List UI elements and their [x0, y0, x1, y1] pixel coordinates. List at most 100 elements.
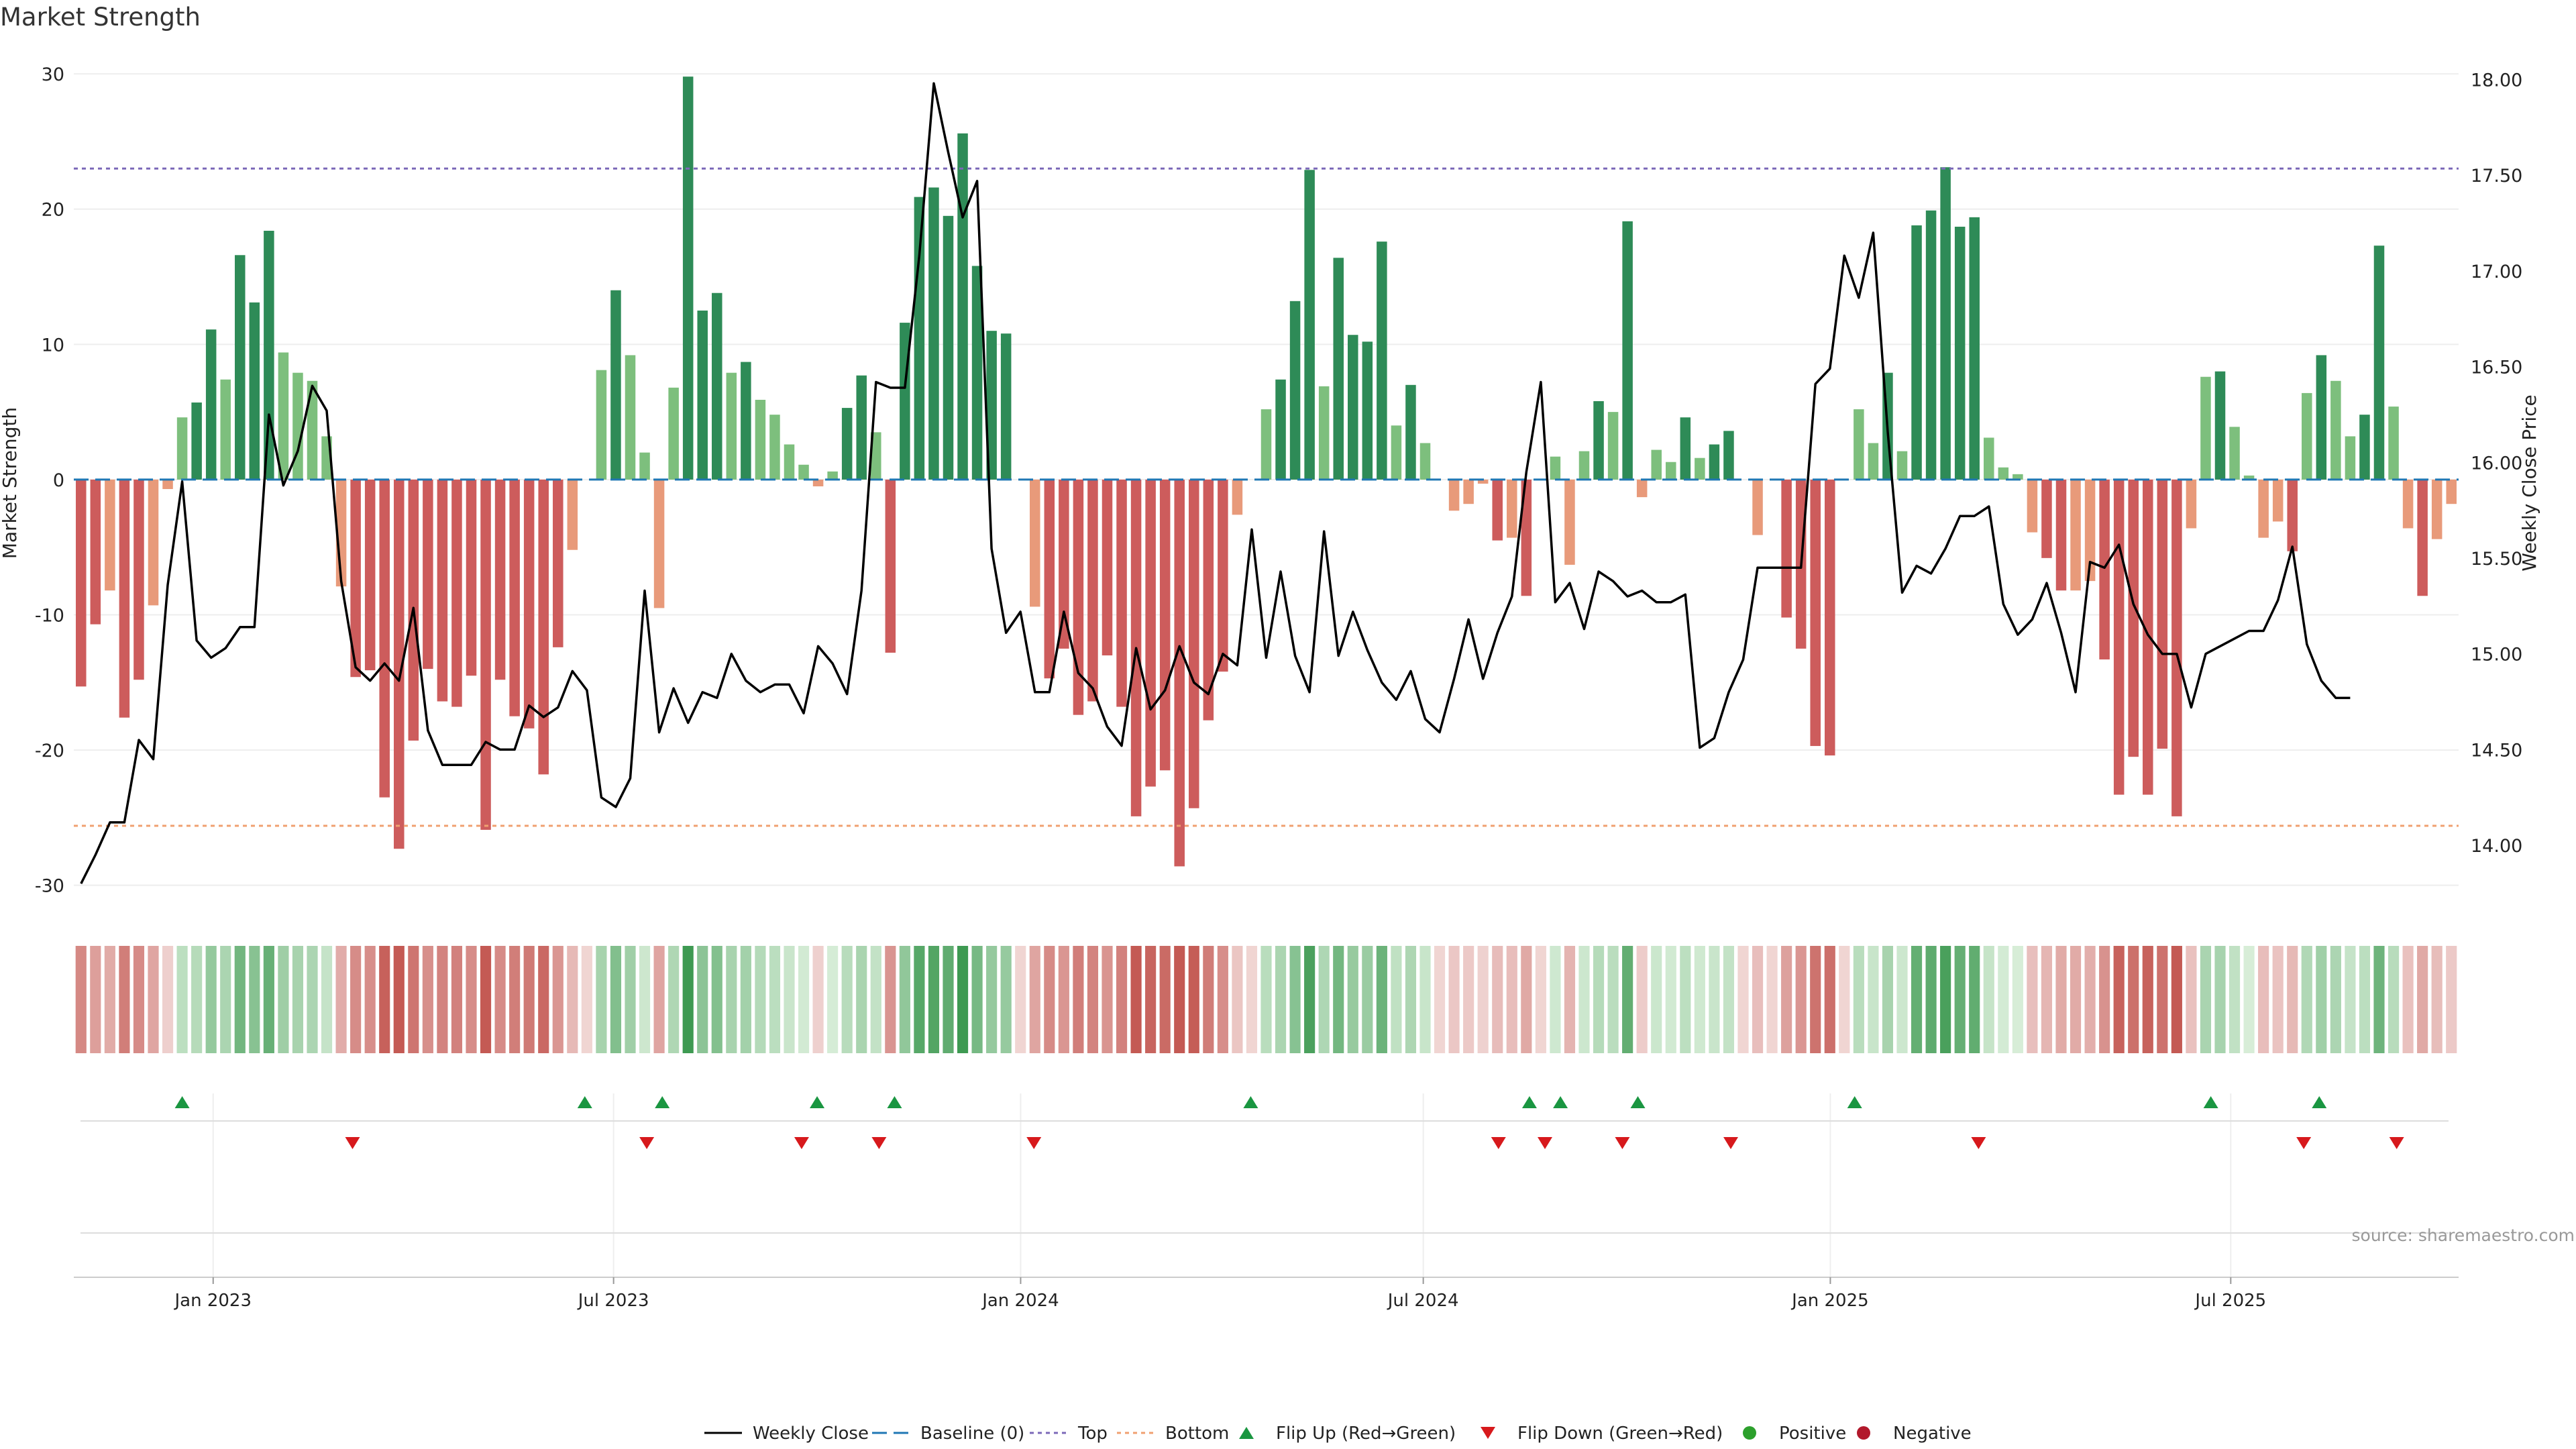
heat-cell	[1925, 946, 1937, 1053]
heat-cell	[321, 946, 333, 1053]
heat-cell	[682, 946, 694, 1053]
heat-cell	[2431, 946, 2443, 1053]
strength-bar	[494, 479, 506, 680]
heat-cell	[841, 946, 853, 1053]
heat-cell	[899, 946, 910, 1053]
heat-cell	[740, 946, 751, 1053]
strength-bar	[307, 380, 318, 480]
strength-bar	[220, 379, 231, 480]
legend-label: Flip Down (Green→Red)	[1517, 1424, 1723, 1444]
strength-bar	[1781, 479, 1792, 618]
heat-cell	[1463, 946, 1474, 1053]
heat-cell	[1550, 946, 1561, 1053]
heat-cell	[653, 946, 665, 1053]
strength-bar	[2302, 392, 2312, 480]
heat-cell	[1868, 946, 1879, 1053]
strength-bar	[1189, 479, 1199, 808]
heat-cell	[2099, 946, 2110, 1053]
strength-bar	[2243, 475, 2255, 480]
heat-cell	[2417, 946, 2428, 1053]
strength-bar	[914, 197, 925, 480]
flip-up-marker	[1521, 1096, 1537, 1108]
flip-up-marker	[2312, 1096, 2327, 1108]
flip-down-marker	[1615, 1137, 1630, 1149]
heat-cell	[2359, 946, 2371, 1053]
heat-cell	[176, 946, 188, 1053]
heat-cell	[1362, 946, 1373, 1053]
heat-cell	[1694, 946, 1705, 1053]
strength-bar	[1854, 409, 1864, 480]
heat-cell	[1535, 946, 1546, 1053]
x-tick-label: Jul 2024	[1387, 1291, 1459, 1311]
legend-label: Flip Up (Red→Green)	[1276, 1424, 1456, 1444]
heat-cell	[292, 946, 304, 1053]
heat-cell	[451, 946, 463, 1053]
strength-bar	[1348, 335, 1358, 480]
heat-cell	[2345, 946, 2356, 1053]
heat-cell	[885, 946, 896, 1053]
heat-cell	[1102, 946, 1113, 1053]
strength-bar	[610, 290, 621, 480]
strength-bar	[90, 479, 101, 625]
heat-cell	[827, 946, 839, 1053]
flip-up-marker	[1553, 1096, 1568, 1108]
heat-cell	[1145, 946, 1157, 1053]
y2-tick-label: 18.00	[2471, 70, 2522, 91]
heat-cell	[1680, 946, 1691, 1053]
grid-layer	[74, 73, 2459, 1281]
strength-bar	[379, 479, 390, 798]
heat-cell	[1766, 946, 1778, 1053]
heat-cell	[523, 946, 535, 1053]
strength-bar	[2070, 479, 2081, 591]
y2-tick-label: 14.00	[2471, 836, 2522, 857]
heat-cell	[90, 946, 101, 1053]
strength-bar	[2055, 479, 2067, 591]
heat-cell	[2330, 946, 2341, 1053]
legend-dot-icon	[1857, 1426, 1870, 1440]
heat-cell	[205, 946, 217, 1053]
legend-label: Negative	[1893, 1424, 1972, 1444]
y-tick-label: -30	[35, 876, 64, 897]
heat-cell	[2142, 946, 2153, 1053]
strength-bar	[1275, 379, 1286, 480]
heat-cell	[1073, 946, 1084, 1053]
heat-cell	[697, 946, 708, 1053]
heat-cell	[581, 946, 592, 1053]
heat-cell	[1477, 946, 1489, 1053]
flip-up-marker	[1847, 1096, 1862, 1108]
strength-bar	[1218, 479, 1228, 672]
flip-up-marker	[2203, 1096, 2218, 1108]
heat-cell	[1969, 946, 1980, 1053]
strength-bar	[1059, 479, 1069, 649]
strength-bar	[1868, 443, 1879, 480]
heat-cell	[538, 946, 549, 1053]
strength-bar	[2316, 355, 2327, 480]
heat-cell	[162, 946, 174, 1053]
heat-cell	[2084, 946, 2096, 1053]
heat-cell	[1607, 946, 1619, 1053]
strength-bar	[278, 352, 289, 480]
heat-cell	[480, 946, 492, 1053]
strength-bar	[2027, 479, 2038, 533]
strength-bar	[885, 479, 896, 653]
strength-bar	[1578, 451, 1590, 480]
heat-cell	[2258, 946, 2269, 1053]
strength-bar	[1507, 479, 1517, 538]
strength-bar	[1925, 210, 1937, 480]
heat-cell	[625, 946, 636, 1053]
strength-bar	[2446, 479, 2457, 504]
heat-cell	[2402, 946, 2414, 1053]
flip-down-marker	[639, 1137, 655, 1149]
strength-bar	[1911, 225, 1922, 480]
strength-bar	[1723, 431, 1734, 480]
weekly-close-polyline	[80, 82, 2351, 884]
heat-cell	[1896, 946, 1908, 1053]
strength-bar	[1810, 479, 1821, 747]
heat-cell	[1853, 946, 1864, 1053]
strength-bar	[1232, 479, 1243, 515]
strength-bar	[1362, 341, 1373, 480]
strength-bar	[2157, 479, 2168, 749]
strength-bar	[2099, 479, 2110, 660]
heat-cell	[2186, 946, 2197, 1053]
legend-item: Baseline (0)	[872, 1424, 1024, 1444]
